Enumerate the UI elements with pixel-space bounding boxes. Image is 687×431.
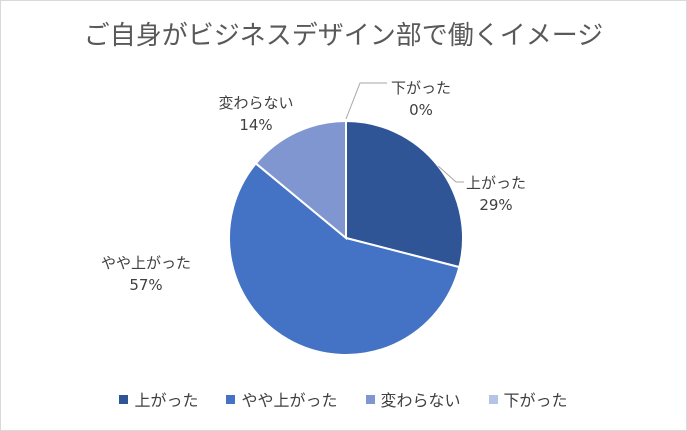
legend-swatch-icon [226, 394, 236, 404]
legend: 上がった やや上がった 変わらない 下がった [1, 387, 686, 411]
pie-slice-2 [254, 119, 347, 241]
data-label-value-2: 14% [239, 116, 272, 134]
legend-item-0: 上がった [119, 387, 198, 411]
legend-swatch-icon [119, 394, 129, 404]
legend-swatch-icon [365, 394, 375, 404]
legend-item-1: やや上がった [226, 387, 338, 411]
legend-label: 下がった [503, 391, 568, 410]
data-label-value-1: 57% [129, 276, 162, 294]
leader-line-3 [345, 82, 387, 120]
pie-slices [228, 119, 464, 356]
legend-item-3: 下がった [488, 387, 568, 411]
data-label-category-1: やや上がった [101, 254, 191, 272]
legend-swatch-icon [488, 394, 498, 404]
pie-slice-1 [228, 162, 461, 356]
legend-label: やや上がった [241, 391, 338, 410]
legend-item-2: 変わらない [365, 387, 461, 411]
data-labels: 上がった 29% やや上がった 57% 変わらない 14% 下がった 0% [101, 79, 526, 294]
data-label-category-2: 変わらない [218, 94, 293, 112]
data-label-category-0: 上がった [466, 174, 526, 192]
data-label-category-3: 下がった [391, 79, 451, 97]
data-label-value-3: 0% [409, 101, 433, 119]
legend-label: 変わらない [380, 391, 461, 410]
legend-label: 上がった [134, 391, 199, 410]
chart-title: ご自身がビジネスデザイン部で働くイメージ [83, 21, 604, 51]
data-label-value-0: 29% [479, 196, 512, 214]
leader-line-0 [438, 165, 464, 183]
